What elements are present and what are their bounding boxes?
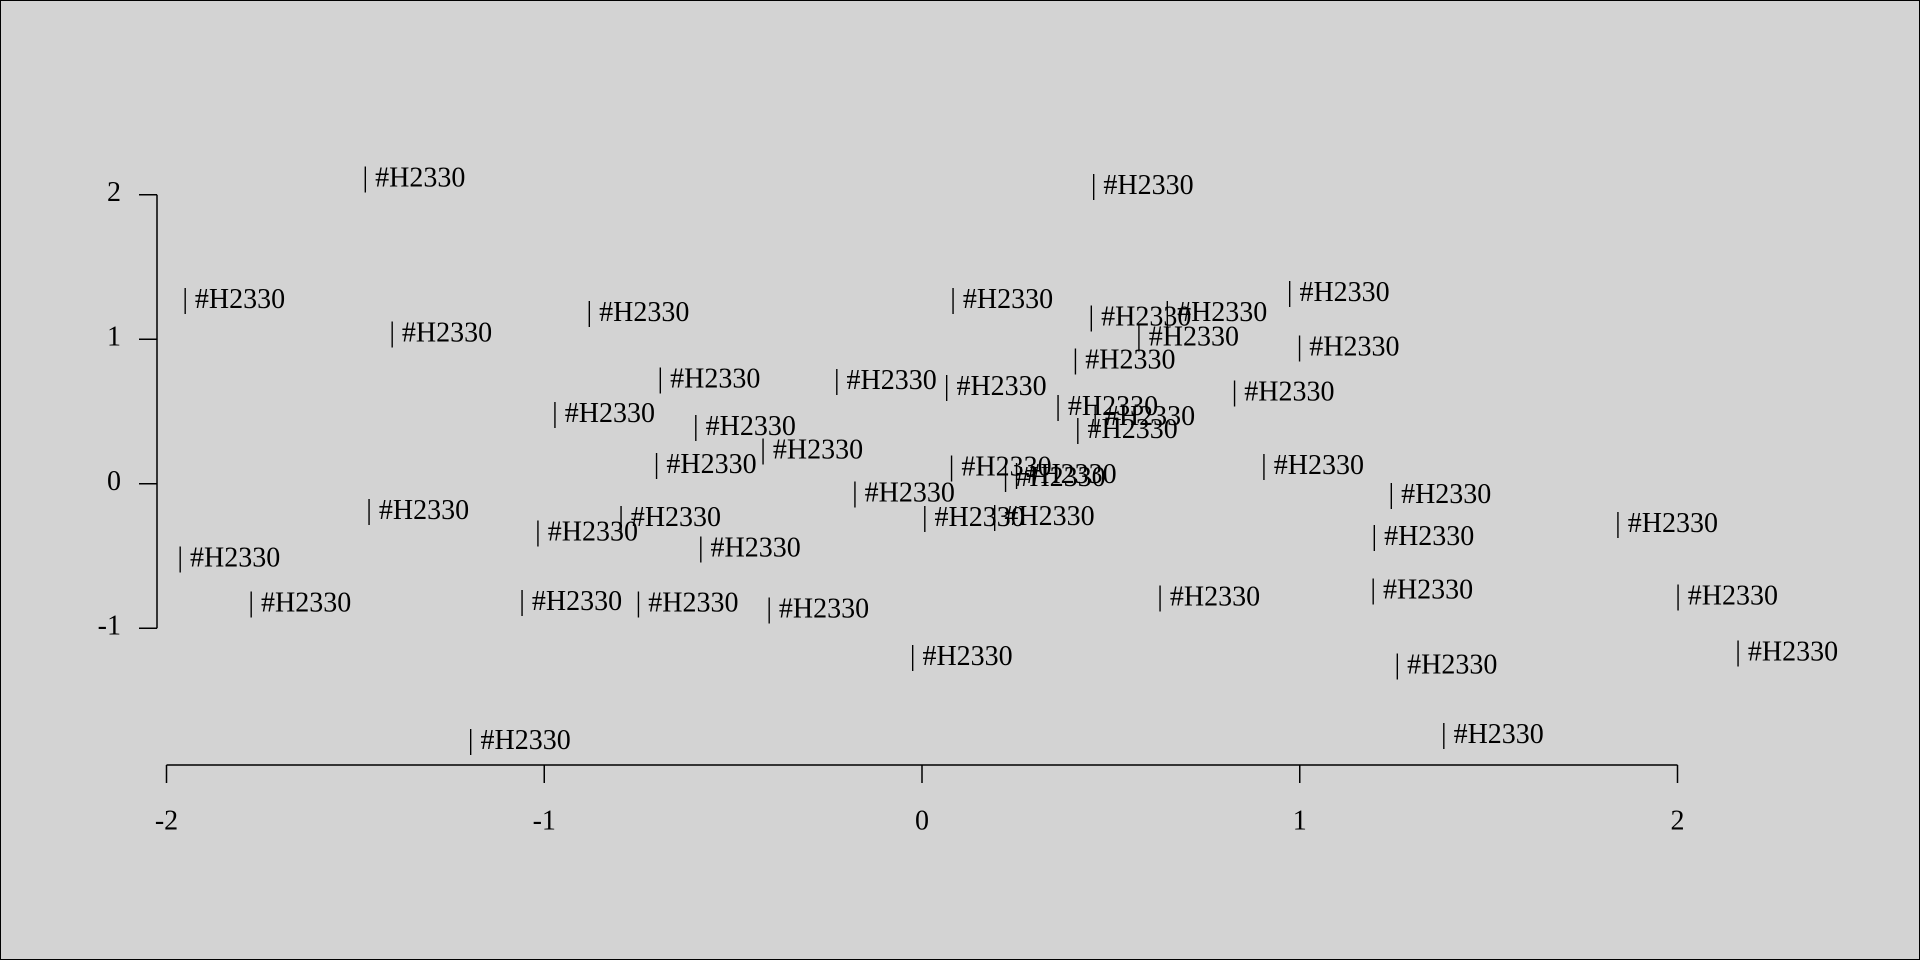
point-label: | #H2330 [1735,637,1838,668]
point-label: | #H2330 [698,533,801,564]
point-label: | #H2330 [1370,574,1473,605]
point-label: | #H2330 [1675,580,1778,611]
y-tick-label: 1 [107,322,121,353]
point-label: | #H2330 [1441,719,1544,750]
point-label: | #H2330 [1136,322,1239,353]
point-label: | #H2330 [1073,345,1176,376]
point-label: | #H2330 [1091,170,1194,201]
point-label: | #H2330 [535,517,638,548]
point-label: | #H2330 [363,163,466,194]
point-label: | #H2330 [618,502,721,533]
point-label: | #H2330 [1232,377,1335,408]
point-label: | #H2330 [389,317,492,348]
point-label: | #H2330 [1297,332,1400,363]
x-tick-label: 2 [1671,805,1685,836]
point-label: | #H2330 [910,641,1013,672]
y-tick-label: 2 [107,177,121,208]
point-label: | #H2330 [992,501,1095,532]
y-tick-label: 0 [107,466,121,497]
point-label: | #H2330 [366,495,469,526]
point-label: | #H2330 [468,725,571,756]
point-label: | #H2330 [519,586,622,617]
point-label: | #H2330 [177,543,280,574]
point-label: | #H2330 [1164,297,1267,328]
point-label: | #H2330 [1089,301,1192,332]
point-label: | #H2330 [693,411,796,442]
point-label: | #H2330 [1615,508,1718,539]
point-label: | #H2330 [1371,521,1474,552]
x-tick-label: -2 [155,805,178,836]
point-label: | #H2330 [1157,582,1260,613]
point-label: | #H2330 [1395,650,1498,681]
point-label: | #H2330 [766,593,869,624]
point-label: | #H2330 [1388,479,1491,510]
x-tick-label: -1 [533,805,556,836]
x-tick-label: 1 [1293,805,1307,836]
point-label: | #H2330 [950,284,1053,315]
point-label: | #H2330 [1055,391,1158,422]
point-label: | #H2330 [949,452,1052,483]
point-label: | #H2330 [552,398,655,429]
y-tick-label: -1 [98,611,121,642]
point-label: | #H2330 [1075,414,1178,445]
point-label: | #H2330 [922,502,1025,533]
point-label: | #H2330 [1261,450,1364,481]
point-label: | #H2330 [1014,459,1117,490]
point-label: | #H2330 [182,284,285,315]
point-label: | #H2330 [834,365,937,396]
point-label: | #H2330 [1287,277,1390,308]
point-label: | #H2330 [760,434,863,465]
point-label: | #H2330 [658,364,761,395]
point-label: | #H2330 [1003,462,1106,493]
point-label: | #H2330 [944,371,1047,402]
point-label: | #H2330 [1092,401,1195,432]
point-label: | #H2330 [248,588,351,619]
points: | #H2330 | #H2330| #H2330| #H2330| #H2330… [177,163,1838,756]
point-label: | #H2330 [852,478,955,509]
point-label: | #H2330 [636,588,739,619]
point-label: | #H2330 [654,449,757,480]
point-label: | #H2330 [587,297,690,328]
x-tick-label: 0 [915,805,929,836]
